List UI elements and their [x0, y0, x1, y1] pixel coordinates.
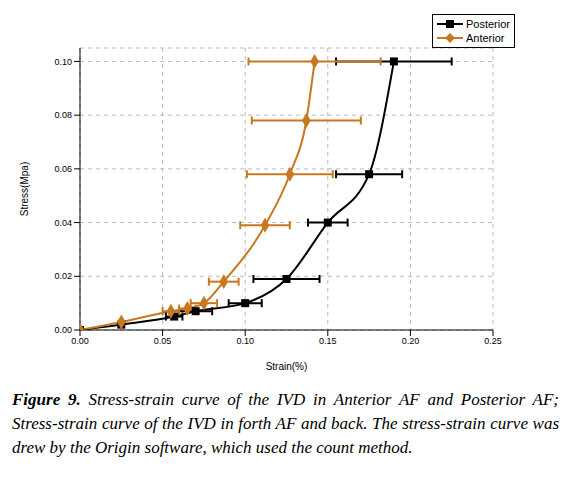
svg-text:0.04: 0.04 [54, 218, 72, 228]
svg-text:Strain(%): Strain(%) [266, 361, 308, 372]
html-text:Anterior: Anterior [466, 32, 505, 44]
svg-text:0.00: 0.00 [71, 336, 89, 346]
svg-text:0.05: 0.05 [154, 336, 172, 346]
svg-text:0.00: 0.00 [54, 325, 72, 335]
svg-text:0.15: 0.15 [319, 336, 337, 346]
html-text:Figure 9.: Figure 9. [12, 390, 81, 409]
html-text:Posterior: Posterior [466, 18, 510, 30]
svg-text:0.06: 0.06 [54, 164, 72, 174]
svg-text:0.08: 0.08 [54, 110, 72, 120]
svg-text:0.20: 0.20 [402, 336, 420, 346]
svg-text:0.25: 0.25 [484, 336, 502, 346]
svg-text:Stress(Mpa): Stress(Mpa) [19, 162, 30, 216]
svg-text:0.10: 0.10 [236, 336, 254, 346]
html-text:Stress-strain curve of the IVD: Stress-strain curve of the IVD in Anteri… [12, 390, 559, 457]
svg-text:0.02: 0.02 [54, 271, 72, 281]
svg-text:0.10: 0.10 [54, 57, 72, 67]
